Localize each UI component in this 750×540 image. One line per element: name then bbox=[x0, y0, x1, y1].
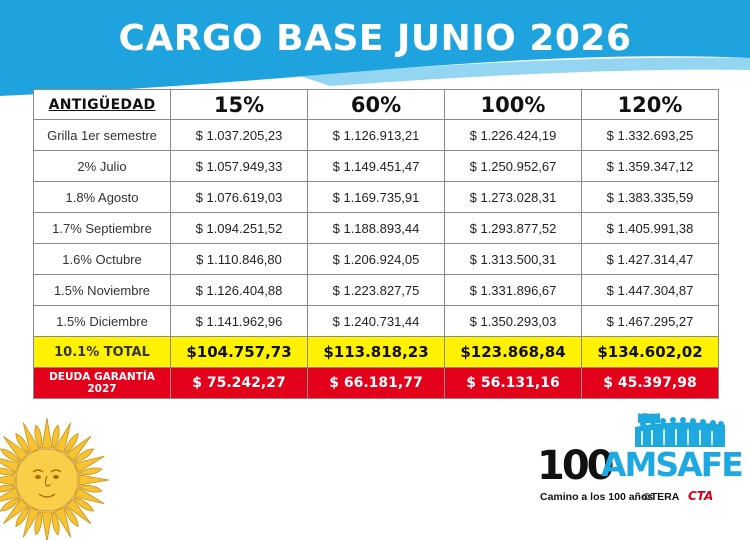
debt-cell: $ 75.242,27 bbox=[170, 367, 308, 399]
total-cell: $113.818,23 bbox=[307, 336, 445, 368]
salary-cell: $ 1.141.962,96 bbox=[170, 305, 308, 337]
salary-cell: $ 1.273.028,31 bbox=[444, 181, 582, 213]
row-label: 1.6% Octubre bbox=[33, 243, 171, 275]
salary-cell: $ 1.331.896,67 bbox=[444, 274, 582, 306]
table-row: Grilla 1er semestre $ 1.037.205,23 $ 1.1… bbox=[33, 119, 719, 151]
salary-cell: $ 1.427.314,47 bbox=[581, 243, 719, 275]
total-label: 10.1% TOTAL bbox=[33, 336, 171, 368]
total-row: 10.1% TOTAL $104.757,73 $113.818,23 $123… bbox=[33, 336, 719, 368]
salary-cell: $ 1.110.846,80 bbox=[170, 243, 308, 275]
salary-cell: $ 1.293.877,52 bbox=[444, 212, 582, 244]
total-cell: $123.868,84 bbox=[444, 336, 582, 368]
table-row: 1.7% Septiembre $ 1.094.251,52 $ 1.188.8… bbox=[33, 212, 719, 244]
amsafe-logo-graphic bbox=[635, 413, 725, 447]
salary-cell: $ 1.076.619,03 bbox=[170, 181, 308, 213]
row-label: Grilla 1er semestre bbox=[33, 119, 171, 151]
sun-of-may-icon bbox=[0, 417, 110, 540]
salary-cell: $ 1.240.731,44 bbox=[307, 305, 445, 337]
salary-cell: $ 1.169.735,91 bbox=[307, 181, 445, 213]
table-row: 1.8% Agosto $ 1.076.619,03 $ 1.169.735,9… bbox=[33, 181, 719, 213]
salary-cell: $ 1.447.304,87 bbox=[581, 274, 719, 306]
debt-cell: $ 66.181,77 bbox=[307, 367, 445, 399]
salary-cell: $ 1.126.913,21 bbox=[307, 119, 445, 151]
row-label: 1.7% Septiembre bbox=[33, 212, 171, 244]
header-banner bbox=[0, 0, 750, 96]
salary-cell: $ 1.250.952,67 bbox=[444, 150, 582, 182]
debt-label: DEUDA GARANTÍA 2027 bbox=[33, 367, 171, 399]
salary-cell: $ 1.313.500,31 bbox=[444, 243, 582, 275]
total-cell: $104.757,73 bbox=[170, 336, 308, 368]
salary-cell: $ 1.332.693,25 bbox=[581, 119, 719, 151]
salary-cell: $ 1.188.893,44 bbox=[307, 212, 445, 244]
table-row: 1.5% Noviembre $ 1.126.404,88 $ 1.223.82… bbox=[33, 274, 719, 306]
salary-cell: $ 1.226.424,19 bbox=[444, 119, 582, 151]
table-row: 1.6% Octubre $ 1.110.846,80 $ 1.206.924,… bbox=[33, 243, 719, 275]
table-row: 2% Julio $ 1.057.949,33 $ 1.149.451,47 $… bbox=[33, 150, 719, 182]
row-label: 2% Julio bbox=[33, 150, 171, 182]
column-header: 15% bbox=[170, 89, 308, 120]
salary-cell: $ 1.206.924,05 bbox=[307, 243, 445, 275]
salary-cell: $ 1.405.991,38 bbox=[581, 212, 719, 244]
salary-cell: $ 1.094.251,52 bbox=[170, 212, 308, 244]
debt-cell: $ 56.131,16 bbox=[444, 367, 582, 399]
logo-name: AMSAFE bbox=[601, 445, 744, 484]
logo-tagline: Camino a los 100 años bbox=[540, 491, 654, 503]
debt-row: DEUDA GARANTÍA 2027 $ 75.242,27 $ 66.181… bbox=[33, 367, 719, 399]
column-header: 120% bbox=[581, 89, 719, 120]
row-label: 1.5% Diciembre bbox=[33, 305, 171, 337]
salary-cell: $ 1.223.827,75 bbox=[307, 274, 445, 306]
salary-cell: $ 1.037.205,23 bbox=[170, 119, 308, 151]
column-header: 60% bbox=[307, 89, 445, 120]
salary-cell: $ 1.149.451,47 bbox=[307, 150, 445, 182]
logo-100: 100 bbox=[537, 443, 614, 489]
total-cell: $134.602,02 bbox=[581, 336, 719, 368]
salary-cell: $ 1.057.949,33 bbox=[170, 150, 308, 182]
salary-cell: $ 1.126.404,88 bbox=[170, 274, 308, 306]
column-header: 100% bbox=[444, 89, 582, 120]
row-label: 1.5% Noviembre bbox=[33, 274, 171, 306]
debt-cell: $ 45.397,98 bbox=[581, 367, 719, 399]
logo-cta: CTA bbox=[688, 489, 714, 503]
salary-cell: $ 1.383.335,59 bbox=[581, 181, 719, 213]
table-row: 1.5% Diciembre $ 1.141.962,96 $ 1.240.73… bbox=[33, 305, 719, 337]
salary-table: ANTIGÜEDAD 15% 60% 100% 120% Grilla 1er … bbox=[33, 89, 719, 399]
table-header-row: ANTIGÜEDAD 15% 60% 100% 120% bbox=[33, 89, 719, 120]
antiguedad-header: ANTIGÜEDAD bbox=[33, 89, 171, 120]
salary-cell: $ 1.359.347,12 bbox=[581, 150, 719, 182]
salary-cell: $ 1.467.295,27 bbox=[581, 305, 719, 337]
row-label: 1.8% Agosto bbox=[33, 181, 171, 213]
logo-ctera: ©TERA bbox=[643, 491, 680, 503]
salary-cell: $ 1.350.293,03 bbox=[444, 305, 582, 337]
page-title: CARGO BASE JUNIO 2026 bbox=[118, 18, 632, 59]
logo-badge: AMSAFE bbox=[637, 409, 665, 416]
